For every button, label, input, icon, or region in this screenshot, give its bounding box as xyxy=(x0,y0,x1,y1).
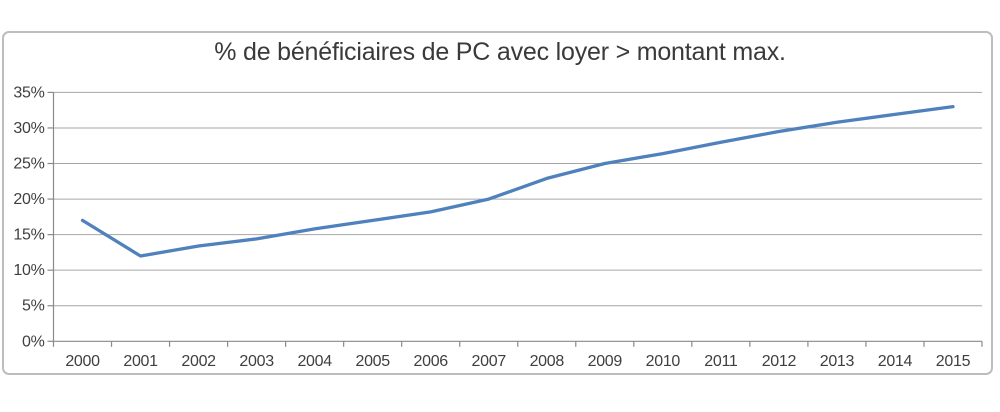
x-tick-label: 2015 xyxy=(936,353,971,370)
x-tick-label: 2005 xyxy=(355,353,390,370)
chart-frame xyxy=(2,31,993,375)
chart-title: % de bénéficiaires de PC avec loyer > mo… xyxy=(214,38,786,66)
y-tick-label: 15% xyxy=(13,227,44,244)
x-tick-label: 2007 xyxy=(472,353,507,370)
x-tick-label: 2001 xyxy=(123,353,158,370)
y-tick-label: 10% xyxy=(13,262,44,279)
x-tick-label: 2002 xyxy=(181,353,216,370)
y-tick-label: 20% xyxy=(13,191,44,208)
x-tick-label: 2004 xyxy=(297,353,332,370)
y-tick-label: 25% xyxy=(13,156,44,173)
x-tick-label: 2008 xyxy=(530,353,565,370)
x-tick-label: 2006 xyxy=(414,353,449,370)
x-tick-label: 2003 xyxy=(239,353,274,370)
y-tick-label: 5% xyxy=(22,298,45,315)
x-tick-label: 2013 xyxy=(820,353,855,370)
x-tick-label: 2010 xyxy=(646,353,681,370)
x-tick-label: 2014 xyxy=(878,353,913,370)
x-tick-label: 2012 xyxy=(762,353,797,370)
x-tick-label: 2000 xyxy=(65,353,100,370)
y-tick-label: 0% xyxy=(22,333,45,350)
x-tick-label: 2011 xyxy=(704,353,738,370)
data-line xyxy=(80,104,955,258)
y-tick-label: 35% xyxy=(13,84,44,101)
y-tick-label: 30% xyxy=(13,120,44,137)
x-tick-label: 2009 xyxy=(588,353,623,370)
